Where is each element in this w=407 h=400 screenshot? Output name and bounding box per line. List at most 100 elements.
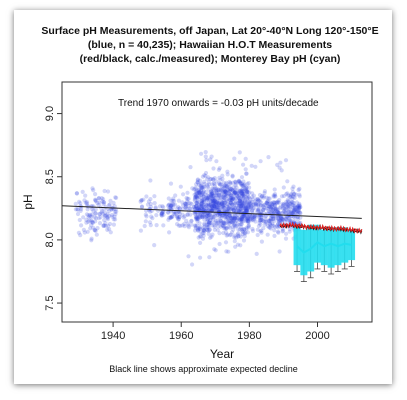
japan-point bbox=[245, 192, 250, 197]
japan-point bbox=[270, 208, 275, 213]
japan-point bbox=[175, 222, 180, 227]
japan-point bbox=[232, 206, 237, 211]
japan-point bbox=[229, 206, 234, 211]
japan-point bbox=[194, 190, 199, 195]
japan-point bbox=[209, 176, 214, 182]
japan-point bbox=[84, 201, 89, 206]
japan-point bbox=[239, 187, 245, 192]
japan-point bbox=[270, 223, 275, 228]
japan-point bbox=[175, 215, 180, 220]
japan-point bbox=[258, 196, 263, 201]
japan-point bbox=[217, 166, 222, 171]
japan-point bbox=[239, 190, 244, 195]
japan-point bbox=[201, 199, 206, 205]
japan-point bbox=[139, 204, 145, 209]
japan-point bbox=[202, 227, 207, 232]
japan-point bbox=[241, 162, 246, 167]
japan-point bbox=[288, 195, 293, 200]
japan-point bbox=[189, 222, 194, 227]
japan-point bbox=[242, 214, 247, 219]
japan-point bbox=[239, 199, 244, 204]
japan-point bbox=[139, 198, 144, 203]
japan-point bbox=[195, 180, 200, 185]
japan-point bbox=[239, 228, 244, 233]
japan-point bbox=[290, 186, 295, 191]
japan-point bbox=[218, 218, 223, 224]
japan-point bbox=[193, 194, 198, 199]
japan-point bbox=[236, 179, 241, 185]
japan-point bbox=[244, 227, 249, 232]
japan-point bbox=[271, 206, 276, 211]
japan-point bbox=[157, 204, 163, 209]
japan-point bbox=[232, 190, 238, 195]
japan-point bbox=[243, 188, 249, 193]
japan-point bbox=[214, 206, 219, 211]
japan-point bbox=[172, 198, 177, 204]
japan-point bbox=[249, 204, 254, 209]
japan-point bbox=[167, 215, 172, 220]
japan-point bbox=[96, 196, 101, 201]
japan-point bbox=[229, 205, 234, 210]
japan-point bbox=[101, 202, 106, 207]
japan-point bbox=[240, 200, 245, 205]
japan-point bbox=[253, 213, 258, 218]
japan-point bbox=[194, 191, 199, 196]
japan-point bbox=[241, 191, 246, 196]
japan-point bbox=[201, 190, 206, 195]
japan-point bbox=[295, 212, 300, 217]
japan-point bbox=[196, 227, 201, 232]
japan-point bbox=[102, 214, 107, 219]
japan-point bbox=[94, 216, 99, 221]
japan-point bbox=[195, 216, 200, 222]
japan-point bbox=[272, 203, 278, 208]
japan-point bbox=[286, 209, 292, 214]
japan-point bbox=[267, 225, 272, 230]
japan-point bbox=[220, 173, 225, 178]
japan-point bbox=[195, 211, 201, 216]
japan-point bbox=[237, 179, 242, 184]
japan-point bbox=[297, 205, 302, 210]
japan-point bbox=[253, 219, 258, 224]
japan-point bbox=[172, 211, 177, 216]
japan-point bbox=[257, 214, 262, 219]
japan-point bbox=[243, 205, 248, 210]
japan-point bbox=[227, 185, 232, 190]
japan-point bbox=[282, 209, 287, 214]
japan-point bbox=[173, 193, 178, 198]
japan-point bbox=[208, 177, 213, 182]
japan-point bbox=[291, 205, 296, 210]
japan-point bbox=[198, 215, 203, 220]
japan-point bbox=[275, 222, 280, 227]
japan-point bbox=[78, 208, 83, 213]
japan-point bbox=[256, 208, 261, 213]
japan-point bbox=[239, 182, 244, 187]
japan-point bbox=[289, 211, 294, 216]
japan-point bbox=[197, 215, 202, 220]
japan-point bbox=[292, 207, 297, 212]
japan-point bbox=[204, 158, 209, 163]
japan-point bbox=[89, 214, 94, 219]
japan-point bbox=[245, 216, 251, 221]
japan-point bbox=[189, 202, 194, 207]
japan-point bbox=[230, 196, 235, 201]
japan-point bbox=[241, 219, 246, 224]
japan-point bbox=[234, 215, 239, 220]
japan-point bbox=[231, 209, 236, 214]
japan-point bbox=[210, 182, 215, 187]
japan-point bbox=[246, 216, 251, 221]
japan-point bbox=[150, 216, 155, 221]
japan-point bbox=[246, 181, 251, 186]
japan-point bbox=[273, 206, 278, 211]
japan-point bbox=[281, 202, 286, 207]
japan-point bbox=[208, 198, 214, 203]
japan-point bbox=[243, 200, 248, 205]
japan-point bbox=[294, 192, 299, 197]
japan-point bbox=[207, 182, 212, 187]
japan-point bbox=[282, 207, 287, 212]
japan-point bbox=[96, 196, 101, 201]
japan-point bbox=[183, 201, 188, 206]
japan-point bbox=[188, 165, 193, 170]
japan-point bbox=[232, 201, 237, 206]
japan-point bbox=[263, 219, 268, 224]
japan-point bbox=[213, 205, 218, 210]
